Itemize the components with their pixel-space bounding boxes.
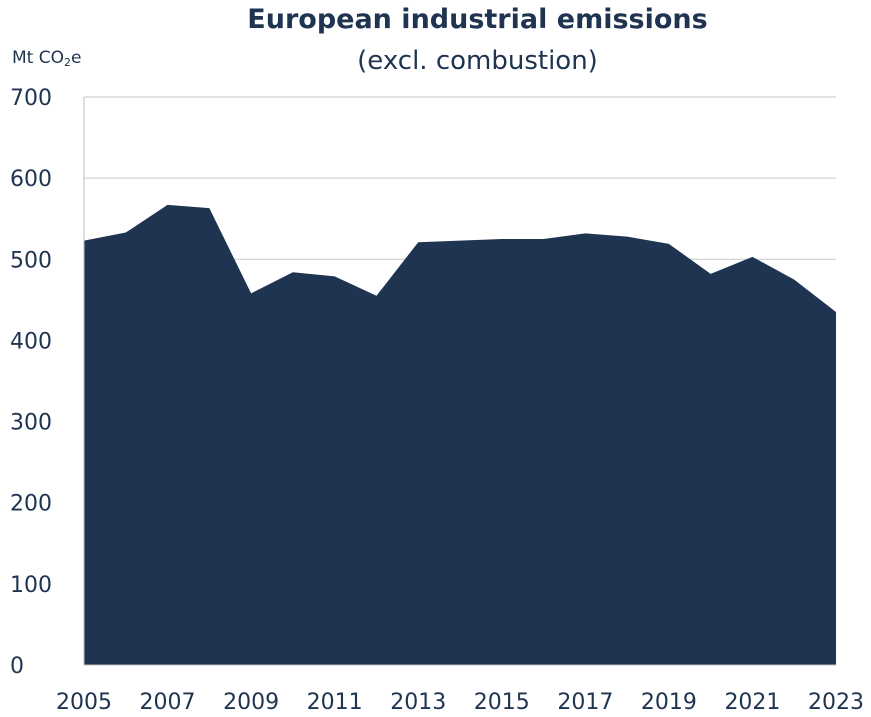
y-tick-0: 0 <box>10 654 24 679</box>
y-tick-100: 100 <box>10 573 52 598</box>
x-tick-labels: 2005 2007 2009 2011 2013 2015 2017 2019 2021 2023 <box>56 690 864 715</box>
x-tick-2015: 2015 <box>474 690 530 715</box>
y-tick-400: 400 <box>10 329 52 354</box>
y-tick-labels: 0 100 200 300 400 500 600 700 <box>10 86 52 679</box>
axes <box>83 97 836 666</box>
x-tick-2021: 2021 <box>724 690 780 715</box>
y-tick-700: 700 <box>10 86 52 111</box>
y-tick-300: 300 <box>10 411 52 436</box>
x-tick-2017: 2017 <box>557 690 613 715</box>
x-tick-2019: 2019 <box>641 690 697 715</box>
x-tick-2009: 2009 <box>223 690 279 715</box>
area-series <box>83 204 837 666</box>
unit-subscript: 2 <box>64 56 71 69</box>
x-tick-2023: 2023 <box>808 690 864 715</box>
x-tick-2007: 2007 <box>140 690 196 715</box>
chart-title: European industrial emissions <box>247 4 708 35</box>
y-tick-600: 600 <box>10 167 52 192</box>
chart-subtitle: (excl. combustion) <box>357 46 598 76</box>
x-tick-2011: 2011 <box>307 690 363 715</box>
y-axis-unit: Mt CO2e <box>12 48 81 69</box>
y-tick-500: 500 <box>10 248 52 273</box>
unit-suffix: e <box>71 48 82 68</box>
unit-prefix: Mt CO <box>12 48 64 68</box>
x-tick-2005: 2005 <box>56 690 112 715</box>
area-fill <box>84 204 836 666</box>
y-tick-200: 200 <box>10 492 52 517</box>
x-tick-2013: 2013 <box>390 690 446 715</box>
